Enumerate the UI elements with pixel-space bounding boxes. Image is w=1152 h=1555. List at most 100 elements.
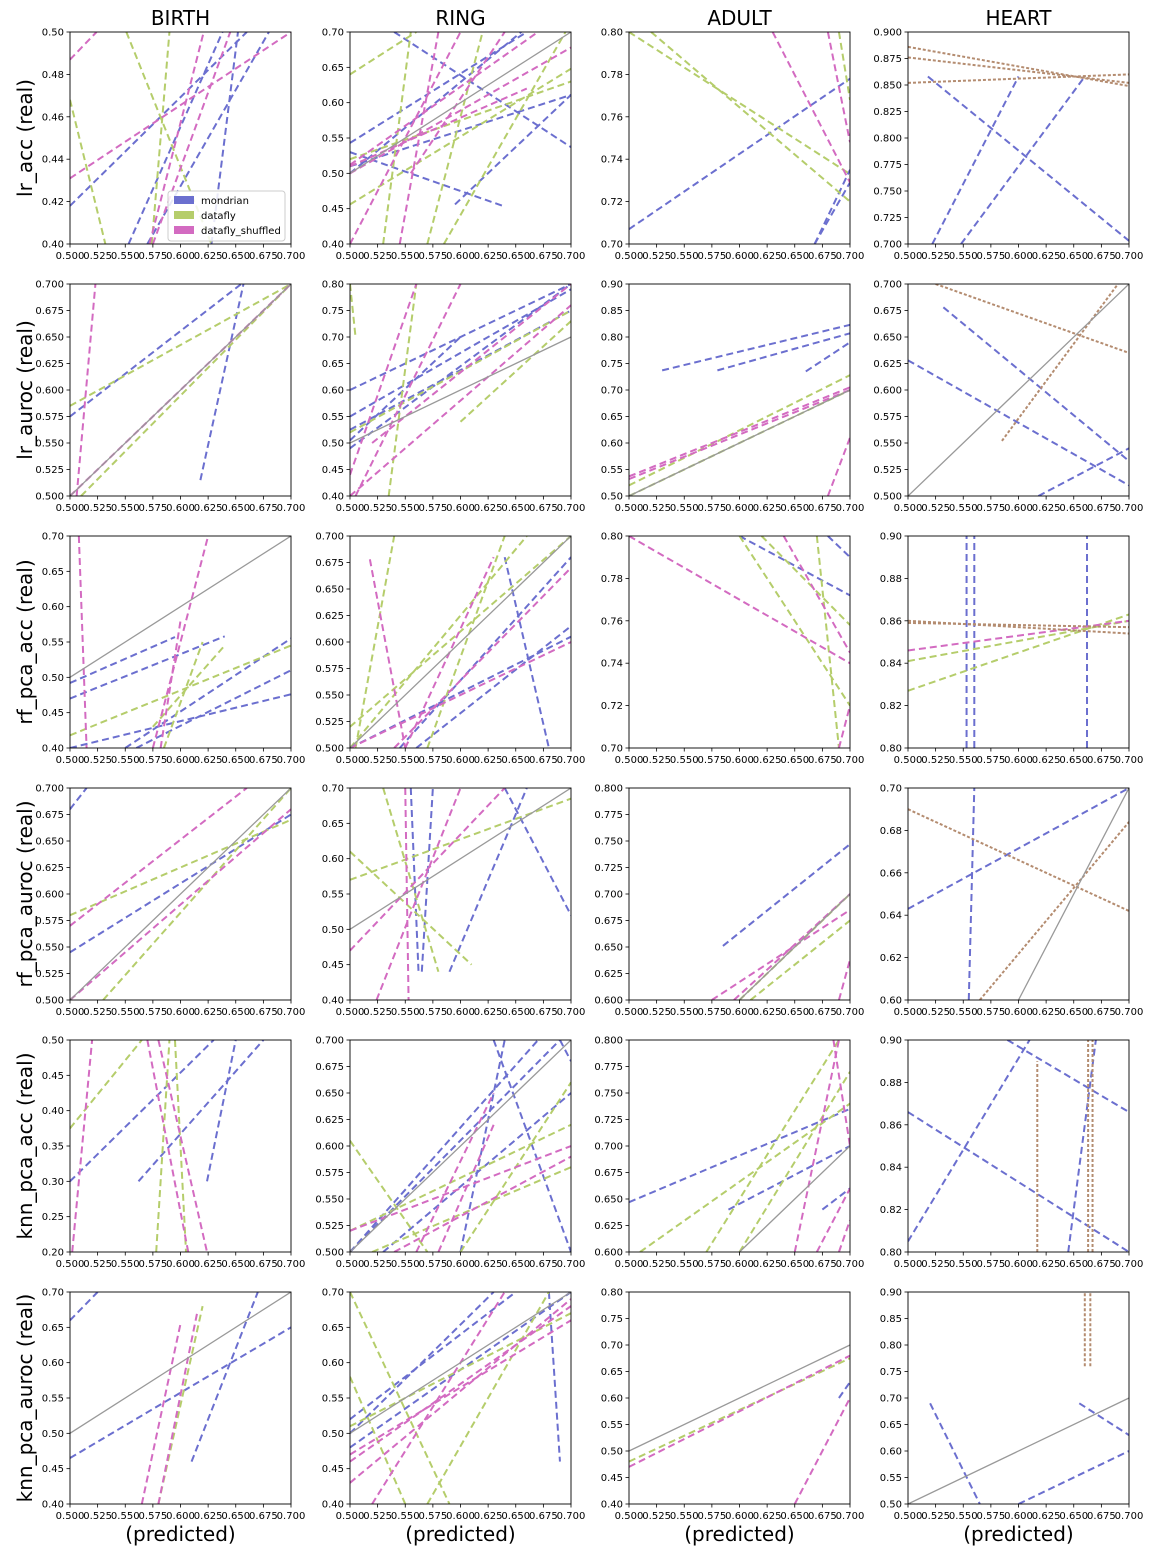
datafly_shuffled-line [393,567,571,748]
datafly_shuffled-line [354,284,462,496]
plot-area [629,536,850,748]
y-tick-label: 0.88 [880,1078,902,1089]
y-tick-label: 0.50 [42,673,64,684]
datafly-line [70,818,291,917]
datafly_shuffled-line [350,32,539,166]
datafly_shuffled-line [350,304,571,496]
row-label: rf_pca_acc (real) [13,559,37,724]
x-tick-label: 0.600 [166,1511,195,1522]
series-lines [629,1040,850,1252]
datafly-line [426,1292,550,1504]
x-tick-label: 0.700 [836,251,865,262]
y-tick-label: 0.40 [322,1500,344,1511]
y-tick-label: 0.600 [35,386,64,397]
x-tick-label: 0.600 [1004,1511,1033,1522]
x-tick-label: 0.550 [670,1007,699,1018]
x-tick-label: 0.650 [780,755,809,766]
datafly_shuffled-line [70,32,291,180]
y-tick-label: 0.600 [315,1142,344,1153]
y-tick-label: 0.55 [322,1394,344,1405]
datafly_shuffled-line [371,284,571,444]
x-tick-label: 0.500 [56,251,85,262]
x-tick-label: 0.575 [977,251,1006,262]
y-tick-label: 0.68 [880,826,902,837]
y-tick-label: 0.750 [873,187,902,198]
y-tick-label: 0.60 [880,996,902,1007]
x-tick-label: 0.700 [1115,1259,1144,1270]
y-tick-label: 0.40 [42,240,64,251]
x-tick-label: 0.525 [921,1511,950,1522]
datafly-line [350,80,571,161]
y-tick-label: 0.650 [594,943,623,954]
y-tick-label: 0.55 [322,890,344,901]
x-tick-label: 0.625 [474,755,503,766]
series-lines [629,1344,850,1504]
plot-area [908,32,1129,244]
datafly-line [371,1166,571,1252]
panel-heart-5: 0.5000.5250.5500.5750.6000.6250.6500.675… [880,1288,1144,1523]
x-tick-label: 0.625 [194,1259,223,1270]
datafly-line [837,32,850,101]
x-tick-label: 0.525 [83,1259,112,1270]
datafly_shuffled-line [815,1187,850,1252]
y-tick-label: 0.70 [601,386,623,397]
x-tick-label: 0.650 [221,1259,250,1270]
legend-swatch [174,211,194,219]
x-tick-label: 0.600 [725,1007,754,1018]
plot-area [70,1292,291,1504]
datafly-line [350,1312,571,1428]
x-axis-label: (predicted) [125,1522,235,1546]
overlap-line [1001,284,1119,442]
x-tick-label: 0.650 [501,251,530,262]
x-tick-label: 0.600 [725,1259,754,1270]
x-tick-label: 0.700 [557,1511,586,1522]
datafly_shuffled-line [146,1040,190,1252]
x-tick-label: 0.675 [249,1007,278,1018]
datafly-line [459,320,571,423]
y-tick-label: 0.550 [35,943,64,954]
panel-birth-2: 0.5000.5250.5500.5750.6000.6250.6500.675… [42,532,306,767]
x-tick-label: 0.650 [221,1511,250,1522]
y-tick-label: 0.70 [42,1288,64,1299]
datafly_shuffled-line [350,641,571,748]
mondrian-line [350,1292,495,1435]
column-titles: BIRTH RING ADULT HEART [151,6,1052,30]
datafly-line [350,536,528,748]
x-tick-label: 0.625 [1032,503,1061,514]
x-tick-label: 0.500 [336,755,365,766]
x-tick-label: 0.650 [780,1007,809,1018]
x-tick-label: 0.700 [836,1511,865,1522]
datafly_shuffled-line [151,536,210,748]
y-tick-label: 0.55 [42,1394,64,1405]
x-tick-label: 0.550 [391,251,420,262]
mondrian-line [146,32,270,244]
datafly-line [815,536,840,748]
y-tick-label: 0.700 [35,280,64,291]
legend-label: mondrian [201,196,249,207]
datafly-line [387,284,418,496]
y-tick-label: 0.850 [873,81,902,92]
y-tick-label: 0.45 [42,1071,64,1082]
datafly_shuffled-line [368,559,407,748]
datafly_shuffled-line [148,32,205,244]
mondrian-line [350,93,571,168]
datafly-line [382,32,412,244]
panel-ring-4: 0.5000.5250.5500.5750.6000.6250.6500.675… [315,1036,585,1271]
y-tick-label: 0.700 [35,784,64,795]
x-tick-label: 0.550 [670,1259,699,1270]
mondrian-line [70,284,242,418]
x-tick-label: 0.625 [753,1007,782,1018]
y-tick-label: 0.65 [42,567,64,578]
mondrian-line [908,1040,1031,1242]
y-tick-label: 0.45 [322,204,344,215]
x-tick-label: 0.525 [642,251,671,262]
datafly-line [426,32,484,244]
y-tick-label: 0.50 [322,1429,344,1440]
x-tick-label: 0.500 [894,503,923,514]
x-tick-label: 0.525 [921,251,950,262]
mondrian-line [448,788,528,973]
y-tick-label: 0.675 [594,916,623,927]
x-tick-label: 0.575 [419,1511,448,1522]
y-tick-label: 0.45 [42,1464,64,1475]
y-tick-label: 0.650 [873,333,902,344]
